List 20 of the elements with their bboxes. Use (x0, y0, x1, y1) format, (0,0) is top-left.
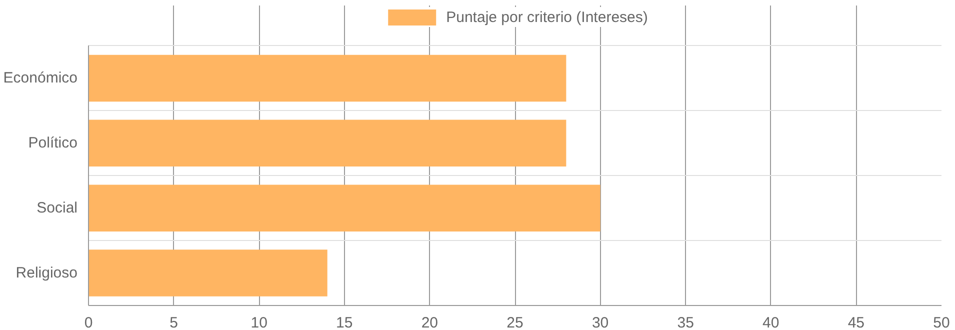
x-tick-label: 5 (170, 314, 178, 330)
x-tick-label: 15 (336, 314, 353, 330)
y-tick-label: Político (28, 134, 78, 152)
legend-label: Puntaje por criterio (Intereses) (446, 8, 648, 26)
bar (88, 120, 566, 167)
y-tick-label: Económico (3, 70, 78, 87)
y-tick-label: Religioso (16, 264, 78, 282)
bar (88, 250, 328, 296)
x-tick-label: 35 (677, 314, 694, 330)
x-tick-label: 30 (592, 314, 609, 330)
x-tick-label: 40 (762, 314, 780, 330)
bar (88, 184, 600, 232)
x-tick-label: 45 (848, 314, 865, 330)
bar (88, 54, 566, 102)
x-tick-label: 0 (84, 314, 93, 330)
x-tick-label: 25 (506, 314, 524, 330)
x-tick-label: 20 (421, 314, 438, 330)
x-tick-label: 10 (250, 314, 268, 330)
x-tick-label: 50 (933, 314, 950, 330)
y-tick-label: Social (36, 200, 78, 217)
